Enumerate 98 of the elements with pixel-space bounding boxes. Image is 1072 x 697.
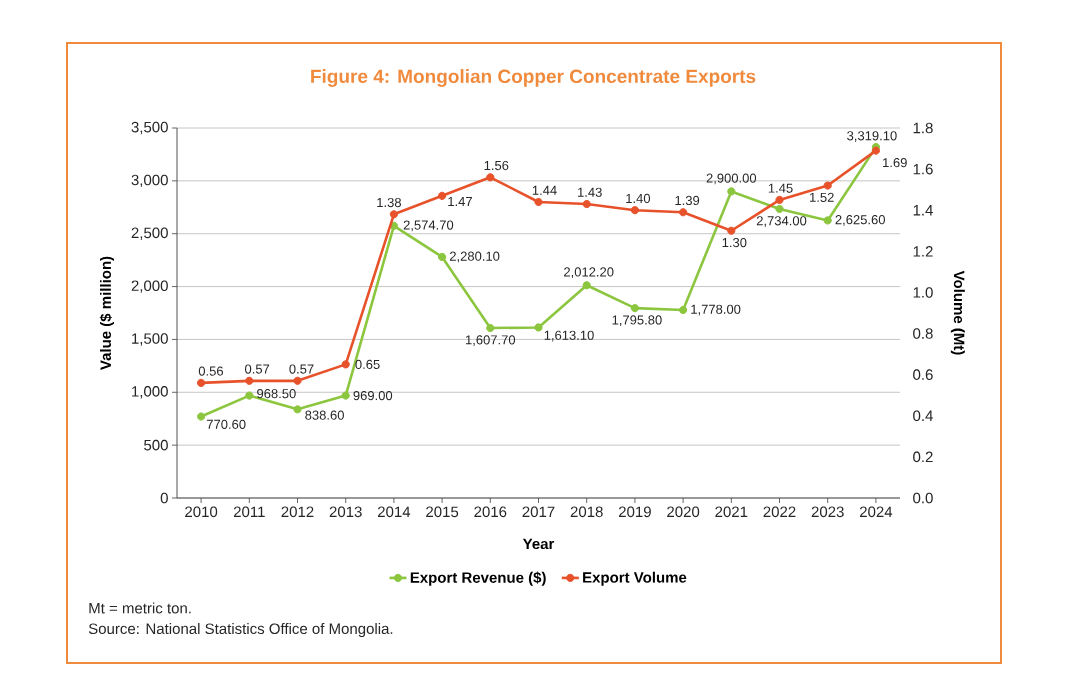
x-tick-label: 2023: [811, 506, 844, 518]
point: [197, 412, 206, 421]
y-tick-label: 0: [160, 492, 168, 504]
y-tick-label: 2,000: [131, 280, 168, 293]
y2-axis-title: Volume (Mt): [950, 270, 965, 355]
y2-tick-label: 0.6: [913, 369, 933, 380]
point: [245, 376, 254, 385]
y2-tick-label: 1.0: [913, 287, 933, 298]
data-label: 1.40: [626, 193, 651, 204]
y2-tick-label: 1.4: [913, 205, 933, 216]
point: [679, 305, 688, 315]
y2-tick-label: 1.6: [913, 163, 933, 175]
y2-tick-label: 0.0: [913, 492, 933, 504]
x-tick-label: 2010: [185, 506, 218, 518]
data-label: 1.44: [532, 185, 557, 195]
y2-tick-label: 1.8: [913, 122, 933, 134]
point: [293, 376, 302, 385]
x-tick-label: 2012: [281, 506, 314, 518]
chart-title: Figure 4: Mongolian Copper Concentrate Exports: [311, 69, 756, 87]
x-tick-label: 2024: [859, 506, 893, 518]
x-tick-label: 2016: [474, 506, 507, 518]
data-label: 0.57: [245, 364, 270, 374]
data-label: 2,280.10: [449, 251, 500, 263]
data-label: 1.30: [722, 237, 747, 248]
point: [775, 195, 784, 205]
data-label: 1,613.10: [544, 330, 594, 342]
point: [293, 405, 302, 414]
x-tick-label: 2014: [377, 506, 411, 518]
x-tick-label: 2011: [233, 506, 265, 518]
point: [727, 187, 736, 196]
x-tick-label: 2017: [522, 506, 555, 518]
x-tick-label: 2019: [618, 506, 651, 518]
data-label: 1.47: [448, 197, 472, 206]
data-label: 1,778.00: [691, 304, 741, 316]
point: [775, 204, 784, 214]
data-label: 1,607.70: [465, 335, 516, 346]
source-note: Source: National Statistics Office of Mongolia.: [88, 623, 393, 637]
data-label: 2,734.00: [756, 216, 807, 227]
data-label: 1,795.80: [612, 315, 662, 327]
data-label: 0.65: [355, 359, 380, 369]
data-label: 1.45: [768, 183, 793, 193]
data-label: 0.57: [289, 364, 314, 374]
point: [727, 226, 736, 235]
point: [630, 206, 640, 215]
data-label: 1.56: [484, 160, 509, 171]
data-label: 1.38: [377, 197, 401, 208]
data-label: 969.00: [353, 390, 393, 401]
y2-tick-label: 0.2: [913, 451, 933, 463]
x-tick-label: 2013: [329, 506, 362, 518]
point: [486, 173, 495, 182]
point: [534, 197, 543, 207]
point: [823, 181, 832, 190]
point: [582, 199, 591, 209]
point: [438, 252, 447, 262]
y-tick-label: 3,500: [131, 121, 168, 135]
data-label: 2,900.00: [706, 173, 757, 185]
y-tick-label: 3,000: [131, 174, 168, 188]
point: [630, 304, 640, 313]
data-label: 770.60: [206, 419, 246, 429]
y2-tick-label: 0.8: [913, 328, 933, 339]
y-axis-title: Value ($ million): [99, 256, 114, 370]
data-label: 2,574.70: [403, 220, 454, 232]
data-label: 1.39: [675, 195, 700, 206]
legend-label: Export Volume: [583, 571, 687, 586]
data-label: 838.60: [305, 410, 344, 420]
point: [197, 378, 206, 387]
point: [534, 323, 543, 332]
x-tick-label: 2018: [570, 506, 603, 518]
y2-tick-label: 1.2: [913, 246, 933, 257]
y-tick-label: 1,000: [132, 386, 168, 399]
point: [341, 391, 350, 400]
data-label: 1.69: [883, 158, 907, 168]
x-tick-label: 2015: [426, 506, 459, 518]
y-tick-label: 2,500: [131, 227, 168, 240]
y-tick-label: 1,500: [132, 333, 168, 346]
data-label: 2,012.20: [564, 267, 614, 279]
x-axis-title: Year: [522, 538, 555, 550]
point: [823, 216, 832, 225]
data-label: 3,319.10: [847, 131, 897, 142]
data-label: 0.56: [198, 366, 224, 376]
x-tick-label: 2020: [667, 506, 700, 518]
data-label: 968.50: [257, 389, 296, 399]
y-tick-label: 500: [144, 439, 168, 451]
data-label: 1.43: [578, 187, 602, 197]
point: [389, 210, 398, 219]
data-label: 2,625.60: [835, 215, 885, 226]
y2-tick-label: 0.4: [913, 410, 933, 422]
point: [245, 391, 254, 400]
x-tick-label: 2021: [715, 506, 748, 518]
point: [582, 281, 591, 290]
text: Mt = metric ton.: [89, 602, 191, 614]
point: [486, 323, 495, 333]
legend-label: Export Revenue ($): [410, 571, 546, 586]
point: [679, 208, 688, 217]
point: [438, 191, 447, 200]
point: [341, 360, 350, 369]
x-tick-label: 2022: [763, 506, 796, 518]
data-label: 1.52: [810, 192, 834, 202]
